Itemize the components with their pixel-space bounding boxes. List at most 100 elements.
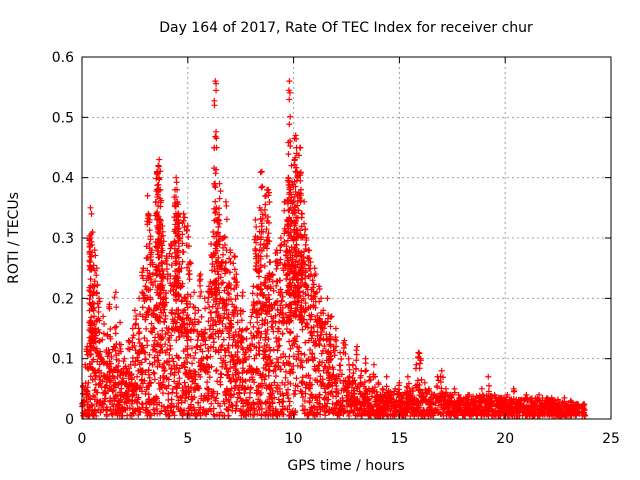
roti-point [101,320,108,327]
roti-peak-point [131,307,138,314]
roti-point [283,325,290,332]
roti-point [151,376,158,383]
roti-point [368,389,375,396]
roti-point [299,326,306,333]
roti-point [482,398,489,405]
roti-point [506,408,513,415]
roti-point [489,400,496,407]
roti-peak-point [258,168,265,175]
roti-point [452,409,459,416]
roti-point [267,403,274,410]
roti-peak-point [371,361,378,368]
roti-point [233,377,240,384]
roti-peak-point [267,259,274,266]
roti-point [307,375,314,382]
roti-point [197,373,204,380]
roti-point [316,342,323,349]
roti-point [287,113,294,120]
roti-point [129,393,136,400]
roti-point [338,371,345,378]
roti-point [255,339,262,346]
roti-point [236,390,243,397]
roti-point [333,386,340,393]
roti-point [205,369,212,376]
roti-point [231,361,238,368]
roti-point [267,347,274,354]
grid-lines [82,57,611,419]
roti-point [377,412,384,419]
roti-point [423,390,430,397]
y-tick-label: 0.4 [52,171,74,187]
roti-point [224,386,231,393]
roti-point [303,372,310,379]
roti-point [117,408,124,415]
roti-point [93,272,100,279]
roti-point [331,376,338,383]
roti-point [169,355,176,362]
roti-point [389,396,396,403]
roti-point [219,342,226,349]
roti-point [134,382,141,389]
roti-point [328,406,335,413]
roti-peak-point [332,325,339,332]
roti-point [182,397,189,404]
roti-point [87,395,94,402]
roti-point [150,341,157,348]
roti-peak-point [349,361,356,368]
roti-point [205,347,212,354]
roti-point [250,323,257,330]
roti-point [403,408,410,415]
roti-point [251,355,258,362]
roti-point [241,390,248,397]
roti-point [345,412,352,419]
roti-point [258,330,265,337]
roti-point [178,394,185,401]
roti-point [416,365,423,372]
roti-point [163,411,170,418]
roti-point [299,394,306,401]
roti-point [225,342,232,349]
roti-point [251,411,258,418]
roti-point [87,373,94,380]
roti-point [226,291,233,298]
roti-point [285,395,292,402]
roti-point [310,339,317,346]
roti-point [308,381,315,388]
roti-peak-point [117,319,124,326]
roti-point [212,184,219,191]
roti-peak-point [523,391,530,398]
roti-point [223,216,230,223]
roti-point [165,376,172,383]
y-tick-label: 0 [65,412,74,428]
roti-peak-point [155,162,162,169]
roti-point [296,344,303,351]
roti-point [165,390,172,397]
y-tick-labels: 0 0.1 0.2 0.3 0.4 0.5 0.6 [52,50,74,428]
roti-point [428,412,435,419]
roti-point [486,382,493,389]
roti-point [235,370,242,377]
roti-point [269,324,276,331]
roti-peak-point [112,289,119,296]
roti-point [198,313,205,320]
roti-point [357,381,364,388]
roti-point [244,401,251,408]
roti-point [307,395,314,402]
roti-point [267,386,274,393]
roti-point [242,349,249,356]
roti-point [165,397,172,404]
roti-point [286,96,293,103]
roti-point [216,195,223,202]
x-tick-label: 20 [496,431,514,447]
roti-point [567,412,574,419]
roti-point [262,373,269,380]
roti-point [343,398,350,405]
y-tick-label: 0.5 [52,110,74,126]
roti-point [112,330,119,337]
roti-point [261,376,268,383]
roti-point [276,385,283,392]
roti-point [161,319,168,326]
roti-point [261,343,268,350]
roti-point [204,379,211,386]
